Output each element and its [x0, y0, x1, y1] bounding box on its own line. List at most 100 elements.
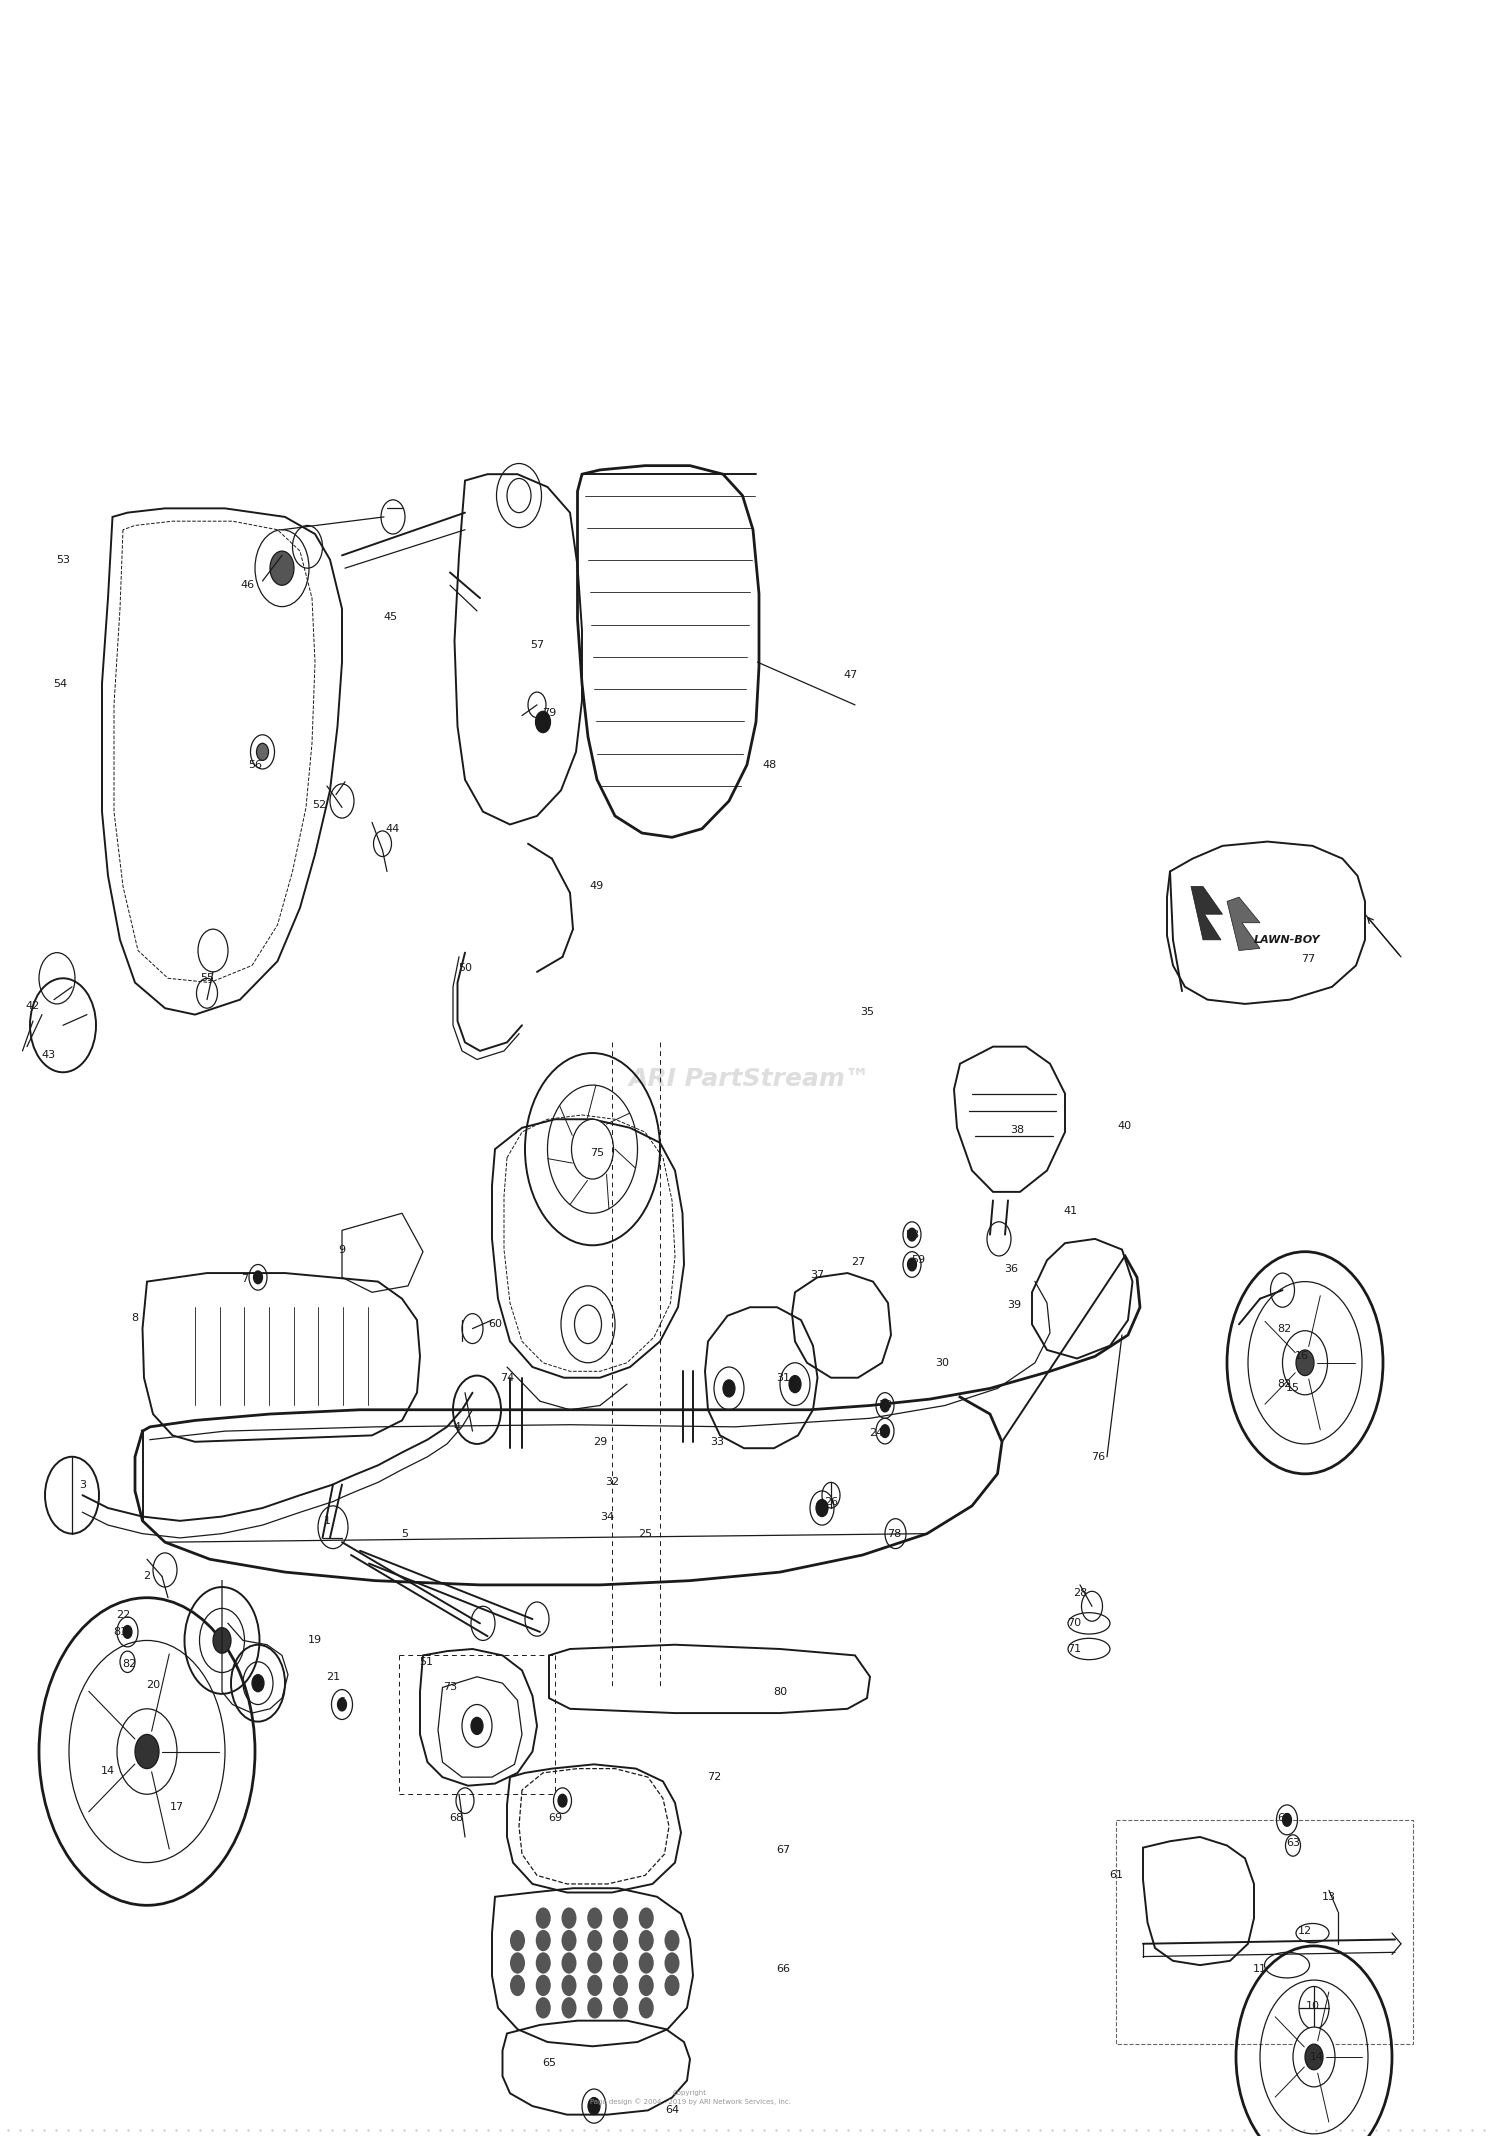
Text: 43: 43 — [40, 1051, 56, 1059]
Text: 55: 55 — [200, 974, 214, 983]
Text: 66: 66 — [776, 1965, 790, 1974]
Text: 48: 48 — [762, 760, 777, 769]
Text: 34: 34 — [600, 1512, 615, 1521]
Text: 42: 42 — [26, 1002, 40, 1010]
Text: 18: 18 — [815, 1504, 830, 1512]
Text: 39: 39 — [1007, 1301, 1022, 1309]
Text: 62: 62 — [1276, 1813, 1292, 1822]
Circle shape — [664, 1931, 680, 1952]
Text: 56: 56 — [248, 760, 262, 769]
Text: 63: 63 — [1286, 1839, 1300, 1848]
Text: 58: 58 — [904, 1230, 920, 1239]
Circle shape — [908, 1228, 916, 1241]
Text: ARI PartStream™: ARI PartStream™ — [628, 1066, 872, 1091]
Text: 68: 68 — [448, 1813, 464, 1822]
Circle shape — [561, 1997, 576, 2019]
Text: 20: 20 — [146, 1681, 160, 1690]
Circle shape — [908, 1258, 916, 1271]
Circle shape — [254, 1271, 262, 1284]
Text: 41: 41 — [1064, 1207, 1078, 1215]
Text: 77: 77 — [1300, 955, 1316, 963]
Polygon shape — [1227, 897, 1260, 951]
Text: 19: 19 — [308, 1636, 322, 1645]
Circle shape — [614, 1931, 628, 1952]
Circle shape — [536, 1907, 550, 1929]
Text: 12: 12 — [1298, 1927, 1312, 1935]
Text: 30: 30 — [934, 1358, 950, 1367]
Text: 17: 17 — [170, 1803, 184, 1811]
Text: 79: 79 — [542, 709, 556, 718]
Text: 64: 64 — [664, 2106, 680, 2115]
Text: 47: 47 — [843, 671, 858, 679]
Text: 4: 4 — [454, 1423, 460, 1431]
Text: 74: 74 — [500, 1373, 514, 1382]
Text: 31: 31 — [776, 1373, 790, 1382]
Circle shape — [614, 1997, 628, 2019]
Circle shape — [510, 1952, 525, 1974]
Circle shape — [880, 1425, 890, 1438]
Circle shape — [561, 1907, 576, 1929]
Text: 15: 15 — [1286, 1384, 1300, 1393]
Text: 28: 28 — [1072, 1589, 1088, 1598]
Text: 76: 76 — [1090, 1452, 1106, 1461]
Text: 52: 52 — [312, 801, 327, 810]
Text: 10: 10 — [1305, 2001, 1320, 2010]
Circle shape — [816, 1499, 828, 1517]
Circle shape — [135, 1734, 159, 1769]
Text: 1: 1 — [324, 1517, 330, 1525]
Circle shape — [588, 1997, 602, 2019]
Circle shape — [510, 1974, 525, 1995]
Polygon shape — [1191, 886, 1222, 940]
Text: 57: 57 — [530, 641, 544, 649]
Text: 65: 65 — [542, 2059, 556, 2068]
Text: 2: 2 — [144, 1572, 150, 1581]
Circle shape — [123, 1625, 132, 1638]
Circle shape — [561, 1952, 576, 1974]
Circle shape — [510, 1931, 525, 1952]
Text: 59: 59 — [910, 1256, 926, 1265]
Circle shape — [588, 1907, 602, 1929]
Text: 46: 46 — [240, 581, 255, 590]
Text: 67: 67 — [776, 1846, 790, 1854]
Circle shape — [558, 1794, 567, 1807]
Text: 25: 25 — [638, 1529, 652, 1538]
Text: 7: 7 — [242, 1275, 248, 1284]
Text: 5: 5 — [402, 1529, 408, 1538]
Circle shape — [789, 1376, 801, 1393]
Circle shape — [588, 2098, 600, 2115]
Text: 61: 61 — [1108, 1871, 1124, 1880]
Text: 40: 40 — [1118, 1121, 1132, 1130]
Circle shape — [1305, 2044, 1323, 2070]
Circle shape — [252, 1675, 264, 1692]
Circle shape — [270, 551, 294, 585]
Text: 78: 78 — [886, 1529, 902, 1538]
Text: 82: 82 — [122, 1660, 136, 1668]
Text: 81: 81 — [112, 1628, 128, 1636]
Text: 6: 6 — [339, 1698, 345, 1707]
Circle shape — [536, 1931, 550, 1952]
Text: 37: 37 — [810, 1271, 825, 1279]
Circle shape — [536, 1952, 550, 1974]
Text: 60: 60 — [488, 1320, 502, 1329]
Text: 13: 13 — [1322, 1892, 1336, 1901]
Circle shape — [213, 1628, 231, 1653]
Text: 27: 27 — [850, 1258, 865, 1267]
Text: 50: 50 — [458, 963, 472, 972]
Text: 21: 21 — [326, 1672, 340, 1681]
Text: 26: 26 — [824, 1497, 839, 1506]
Text: 14: 14 — [100, 1766, 116, 1775]
Circle shape — [639, 1931, 654, 1952]
Text: 24: 24 — [868, 1429, 883, 1438]
Text: 22: 22 — [116, 1611, 130, 1619]
Circle shape — [664, 1952, 680, 1974]
Text: 14: 14 — [1310, 2053, 1324, 2061]
Circle shape — [639, 1997, 654, 2019]
Circle shape — [614, 1952, 628, 1974]
Circle shape — [338, 1698, 346, 1711]
Text: 8: 8 — [132, 1314, 138, 1322]
Circle shape — [536, 711, 550, 733]
Circle shape — [588, 1931, 602, 1952]
Circle shape — [614, 1907, 628, 1929]
Circle shape — [256, 743, 268, 760]
Text: 16: 16 — [1294, 1352, 1310, 1361]
